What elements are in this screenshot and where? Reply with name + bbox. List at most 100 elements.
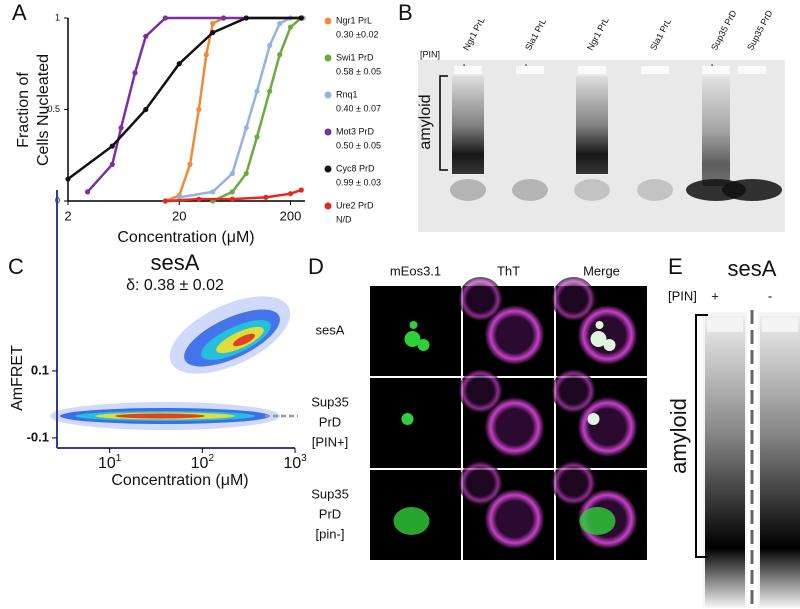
monomer-band: [450, 179, 486, 201]
legend-name: Cyc8 PrD: [336, 163, 375, 173]
puncta: [603, 339, 616, 351]
well: [516, 66, 544, 74]
panel-label: C: [8, 254, 24, 279]
legend-stat: 0.99 ± 0.03: [336, 177, 381, 187]
data-point: [287, 191, 294, 197]
cell: [458, 461, 503, 505]
data-point: [109, 143, 115, 149]
panel-label: B: [398, 0, 413, 25]
data-point: [243, 170, 249, 177]
data-point: [162, 198, 168, 204]
x-axis-label: Concentration (μM): [111, 472, 248, 489]
row-label: Sup35: [311, 394, 349, 409]
x-tick-exponent: 2: [208, 453, 214, 464]
smear: [702, 76, 730, 186]
row-label: PrD: [319, 414, 341, 429]
cell: [551, 277, 596, 321]
data-point: [187, 161, 193, 167]
data-point: [210, 189, 216, 195]
series-line: [164, 16, 225, 203]
series-line: [67, 16, 302, 181]
lane-name: Ngr1 PrL: [461, 16, 487, 52]
lane-name: Sla1 PrL: [648, 17, 673, 52]
data-point: [229, 170, 235, 177]
well: [707, 318, 743, 332]
cell: [484, 305, 545, 365]
density: [115, 413, 205, 419]
data-point: [263, 194, 269, 200]
x-tick-base: 10: [98, 455, 116, 472]
gel-title: sesA: [728, 256, 777, 281]
smear: [705, 316, 745, 606]
lane-pin: +: [711, 288, 719, 303]
legend-marker: [324, 165, 332, 173]
x-tick-label: 2: [64, 208, 71, 223]
panel-label: A: [12, 0, 27, 25]
data-point: [229, 196, 235, 202]
column-header: mEos3.1: [390, 263, 441, 278]
data-point: [210, 20, 216, 27]
legend-stat: 0.40 ± 0.07: [336, 103, 381, 113]
lane-pin: -: [768, 288, 772, 303]
x-tick-label: 200: [280, 208, 302, 223]
smear: [576, 76, 608, 174]
legend-name: Rnq1: [336, 89, 358, 99]
well: [641, 66, 669, 74]
pin-label: [PIN]: [420, 49, 440, 59]
lane-name: Sla1 PrL: [523, 17, 548, 52]
well: [762, 318, 798, 332]
data-point: [196, 106, 202, 113]
data-point: [243, 15, 249, 21]
puncta: [409, 321, 418, 329]
y-tick-label: -0.1: [27, 429, 49, 444]
data-point: [143, 33, 149, 39]
monomer-band: [512, 179, 548, 201]
data-point: [162, 15, 168, 21]
data-point: [196, 196, 202, 202]
x-tick-label: 103: [283, 453, 307, 473]
legend-stat: N/D: [336, 214, 352, 224]
bracket: [439, 75, 448, 171]
monomer-band: [574, 179, 610, 201]
diffuse: [579, 507, 616, 535]
bracket-label: amyloid: [417, 94, 434, 149]
pin-label: [PIN]: [668, 288, 697, 303]
data-point: [267, 42, 273, 49]
series-line: [212, 17, 303, 203]
row-label: [PIN+]: [312, 434, 349, 449]
x-tick-label: 102: [191, 453, 215, 473]
chart-title: sesA: [151, 250, 200, 275]
puncta: [404, 331, 421, 347]
well: [578, 66, 606, 74]
data-point: [220, 15, 227, 21]
puncta: [587, 413, 600, 425]
legend-stat: 0.30 ±0.02: [336, 29, 378, 39]
legend-marker: [324, 91, 332, 99]
legend-stat: 0.58 ± 0.05: [336, 66, 381, 76]
bracket-label: amyloid: [666, 398, 691, 474]
puncta: [417, 339, 430, 351]
data-point: [277, 20, 283, 27]
legend-name: Ngr1 PrL: [336, 15, 372, 25]
data-point: [229, 189, 235, 195]
data-point: [267, 88, 273, 94]
puncta: [595, 321, 604, 329]
cell: [551, 369, 596, 413]
smear: [760, 316, 800, 606]
micrograph: [370, 378, 461, 468]
cell: [484, 489, 545, 549]
cell: [577, 397, 638, 457]
series-line: [86, 16, 302, 193]
y-tick-label: 1: [55, 12, 60, 22]
data-point: [298, 187, 304, 193]
x-tick-base: 10: [283, 455, 301, 472]
lane-name: Sup35 PrD: [745, 8, 775, 52]
panel-label: E: [668, 254, 683, 279]
y-tick-label: 0.5: [47, 104, 60, 114]
row-label: sesA: [316, 322, 345, 337]
cell: [551, 461, 596, 505]
density: [232, 333, 256, 347]
legend-marker: [324, 202, 332, 210]
data-point: [118, 125, 124, 131]
